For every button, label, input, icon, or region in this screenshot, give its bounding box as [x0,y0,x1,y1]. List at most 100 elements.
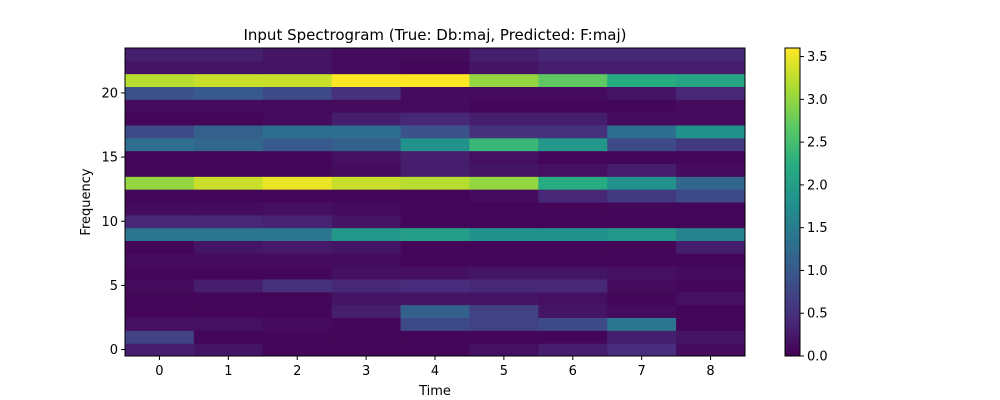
heatmap-cell [469,253,539,267]
heatmap-cell [262,253,333,267]
x-tick-label: 4 [431,364,439,379]
heatmap-cell [538,150,608,164]
heatmap-cell [676,163,746,177]
heatmap-cell [607,291,677,306]
heatmap-cell [125,291,195,306]
heatmap-cell [469,266,539,280]
heatmap-cell [538,317,608,331]
colorbar-tick-label: 2.0 [807,178,828,193]
heatmap-cell [400,266,470,280]
heatmap-cell [331,330,402,344]
heatmap-cell [331,304,402,318]
heatmap-cell [469,163,539,177]
heatmap-cell [193,150,264,164]
heatmap-cell [125,137,195,152]
heatmap-cell [400,86,470,100]
heatmap-cell [469,137,539,152]
heatmap-cell [262,240,333,254]
heatmap-cell [607,330,677,344]
heatmap-cell [331,202,402,216]
heatmap-cell [125,253,195,267]
heatmap-cell [400,291,470,306]
heatmap-cell [400,227,470,241]
heatmap-cell [125,317,195,331]
heatmap-cell [538,291,608,306]
heatmap-cell [607,343,677,357]
heatmap-cell [262,227,333,241]
heatmap-cell [193,48,264,62]
heatmap-cell [331,266,402,280]
x-tick-label: 8 [706,364,714,379]
heatmap-cell [469,304,539,318]
heatmap-cell [193,304,264,318]
heatmap-cell [469,150,539,164]
heatmap-cell [193,253,264,267]
heatmap-cell [469,330,539,344]
heatmap-cell [607,240,677,254]
heatmap-cell [125,60,195,75]
heatmap-cell [607,112,677,126]
x-tick-label: 6 [569,364,577,379]
heatmap-cell [193,86,264,100]
heatmap-cell [262,304,333,318]
heatmap-cell [193,112,264,126]
heatmap-cell [262,125,333,139]
colorbar-axis: 0.0 0.5 1.0 1.5 2.0 2.5 3.0 3.5 [800,50,828,365]
heatmap-cell [538,279,608,293]
colorbar-tick-label: 1.0 [807,264,828,279]
heatmap-cell [262,150,333,164]
heatmap-cell [538,304,608,318]
heatmap-cell [400,343,470,357]
heatmap-cell [331,240,402,254]
heatmap-cell [607,253,677,267]
heatmap-cell [676,60,746,75]
y-tick-label: 0 [110,343,118,358]
heatmap-cell [400,317,470,331]
heatmap-cell [538,48,608,62]
chart-title: Input Spectrogram (True: Db:maj, Predict… [243,26,626,44]
heatmap-cell [262,73,333,87]
heatmap-cell [676,291,746,306]
heatmap-cell [193,227,264,241]
heatmap-cell [193,163,264,177]
heatmap-cell [125,214,195,229]
heatmap-cell [538,60,608,75]
heatmap-cell [400,214,470,229]
colorbar-tick-label: 1.5 [807,221,828,236]
heatmap-cell [331,317,402,331]
heatmap-cell [193,202,264,216]
x-tick-label: 3 [362,364,370,379]
heatmap-cell [125,202,195,216]
heatmap-cell [193,291,264,306]
y-tick-label: 10 [101,215,118,230]
x-tick-label: 2 [293,364,301,379]
heatmap-cell [607,60,677,75]
heatmap-cell [607,214,677,229]
heatmap-cell [125,189,195,203]
y-tick-label: 20 [101,86,118,101]
colorbar-tick-label: 3.5 [807,50,828,65]
heatmap-cell [331,112,402,126]
heatmap-cell [400,99,470,113]
heatmap-cell [469,279,539,293]
heatmap-cell [193,317,264,331]
heatmap-cell [538,240,608,254]
heatmap-cell [676,227,746,241]
heatmap-cell [262,291,333,306]
heatmap-cell [193,176,264,190]
y-tick-label: 15 [101,151,118,166]
heatmap-cell [607,86,677,100]
heatmap-cell [676,253,746,267]
heatmap-cell [538,266,608,280]
heatmap-cell [262,60,333,75]
heatmap-cell [676,266,746,280]
heatmap-cell [262,176,333,190]
heatmap-cell [331,253,402,267]
heatmap-cell [607,99,677,113]
heatmap-cell [607,279,677,293]
heatmap-cell [125,48,195,62]
heatmap-cell [125,240,195,254]
heatmap-cell [331,150,402,164]
